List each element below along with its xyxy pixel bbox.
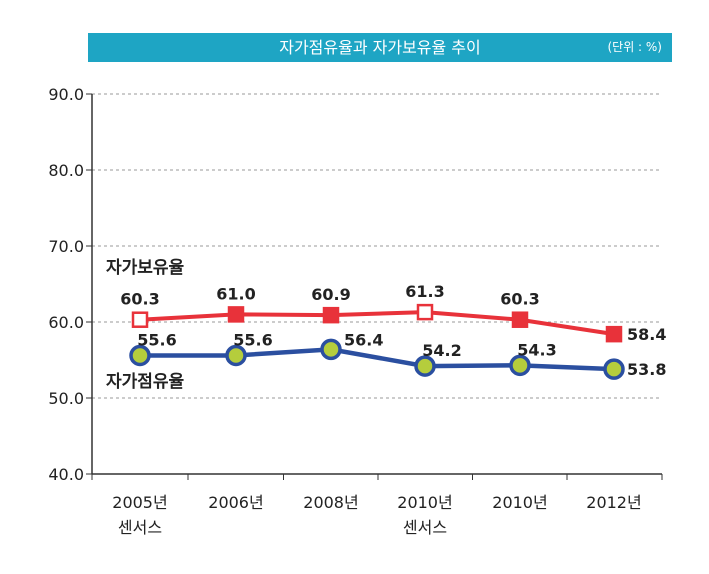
y-tick-label: 70.0 [48, 237, 84, 256]
data-point-ownership [322, 306, 340, 324]
data-point-occupancy [509, 354, 531, 377]
data-label-occupancy: 55.6 [137, 330, 176, 349]
data-label-occupancy: 53.8 [627, 360, 666, 379]
data-label-occupancy: 54.2 [422, 341, 461, 360]
series-line-ownership [139, 310, 615, 337]
y-tick-label: 60.0 [48, 313, 84, 332]
data-label-occupancy: 56.4 [344, 330, 383, 349]
data-label-occupancy: 54.3 [517, 340, 556, 359]
data-label-ownership: 60.3 [500, 290, 539, 309]
y-tick-label: 90.0 [48, 85, 84, 104]
x-tick-label: 센서스 [403, 518, 447, 537]
data-point-ownership [416, 303, 434, 321]
data-point-occupancy [603, 358, 625, 380]
chart-title-bar: 자가점유율과 자가보유율 추이 (단위 : %) [88, 33, 672, 62]
data-label-ownership: 58.4 [627, 325, 666, 344]
data-point-ownership [511, 311, 529, 328]
data-label-occupancy: 55.6 [233, 330, 272, 349]
data-label-ownership: 60.3 [120, 290, 159, 309]
y-tick-label: 40.0 [48, 465, 84, 484]
series-line-occupancy [140, 347, 615, 372]
y-tick-label: 80.0 [48, 161, 84, 180]
data-label-ownership: 61.3 [405, 282, 444, 301]
x-tick-label: 2005년 [112, 493, 167, 512]
x-tick-label: 2010년 [492, 493, 547, 512]
data-point-occupancy [320, 338, 342, 361]
data-label-ownership: 61.0 [216, 284, 255, 303]
x-tick-label: 2010년 [397, 493, 452, 512]
data-point-ownership [605, 325, 623, 343]
data-point-occupancy [414, 355, 436, 377]
x-tick-label: 2006년 [208, 493, 263, 512]
x-tick-label: 2008년 [303, 493, 358, 512]
data-point-occupancy [225, 344, 247, 367]
data-point-occupancy [129, 344, 151, 367]
chart-title: 자가점유율과 자가보유율 추이 [279, 38, 481, 57]
data-point-ownership [131, 311, 149, 328]
x-tick-label: 2012년 [586, 493, 641, 512]
series-name-ownership: 자가보유율 [106, 258, 185, 278]
y-tick-label: 50.0 [48, 389, 84, 408]
series-name-occupancy: 자가점유율 [106, 372, 185, 392]
data-point-ownership [227, 306, 245, 323]
chart-unit: (단위 : %) [607, 40, 662, 54]
data-label-ownership: 60.9 [311, 285, 350, 304]
x-tick-label: 센서스 [118, 518, 162, 537]
